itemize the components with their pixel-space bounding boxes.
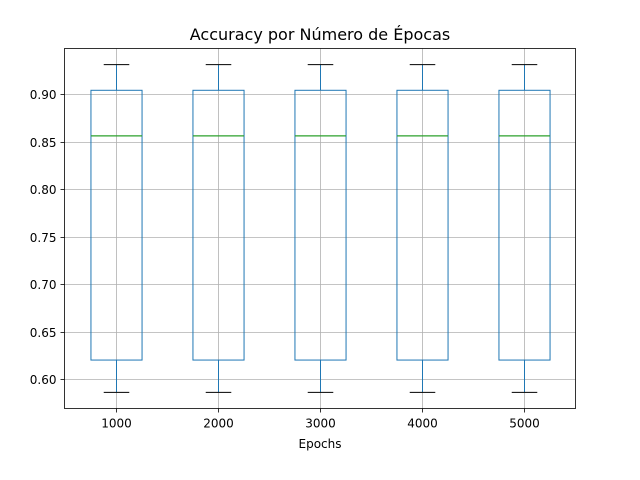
y-tick-label: 0.70 — [30, 278, 57, 292]
box-4000 — [396, 64, 449, 393]
x-tick-label: 3000 — [305, 417, 336, 431]
box-1000 — [90, 64, 143, 393]
y-tick-label: 0.65 — [30, 326, 57, 340]
box-3000 — [294, 64, 347, 393]
x-tick-label: 2000 — [203, 417, 234, 431]
box-5000 — [498, 64, 551, 393]
y-tick-label: 0.60 — [30, 373, 57, 387]
box-2000 — [192, 64, 245, 393]
iqr-box — [192, 89, 245, 361]
iqr-box — [90, 89, 143, 361]
axis-layer: 1000 2000 3000 4000 5000 0.60 0.65 0.70 0.75 0.80… — [30, 88, 540, 431]
x-tick-label: 5000 — [509, 417, 540, 431]
x-axis-label: Epochs — [299, 437, 342, 451]
iqr-box — [498, 89, 551, 361]
x-tick-label: 4000 — [407, 417, 438, 431]
plot-frame — [64, 48, 576, 409]
y-tick-label: 0.90 — [30, 88, 57, 102]
box-layer — [90, 64, 551, 393]
y-tick-label: 0.75 — [30, 231, 57, 245]
iqr-box — [294, 89, 347, 361]
chart-title: Accuracy por Número de Épocas — [190, 25, 450, 44]
y-tick-label: 0.85 — [30, 136, 57, 150]
x-tick-label: 1000 — [101, 417, 132, 431]
y-tick-label: 0.80 — [30, 183, 57, 197]
iqr-box — [396, 89, 449, 361]
